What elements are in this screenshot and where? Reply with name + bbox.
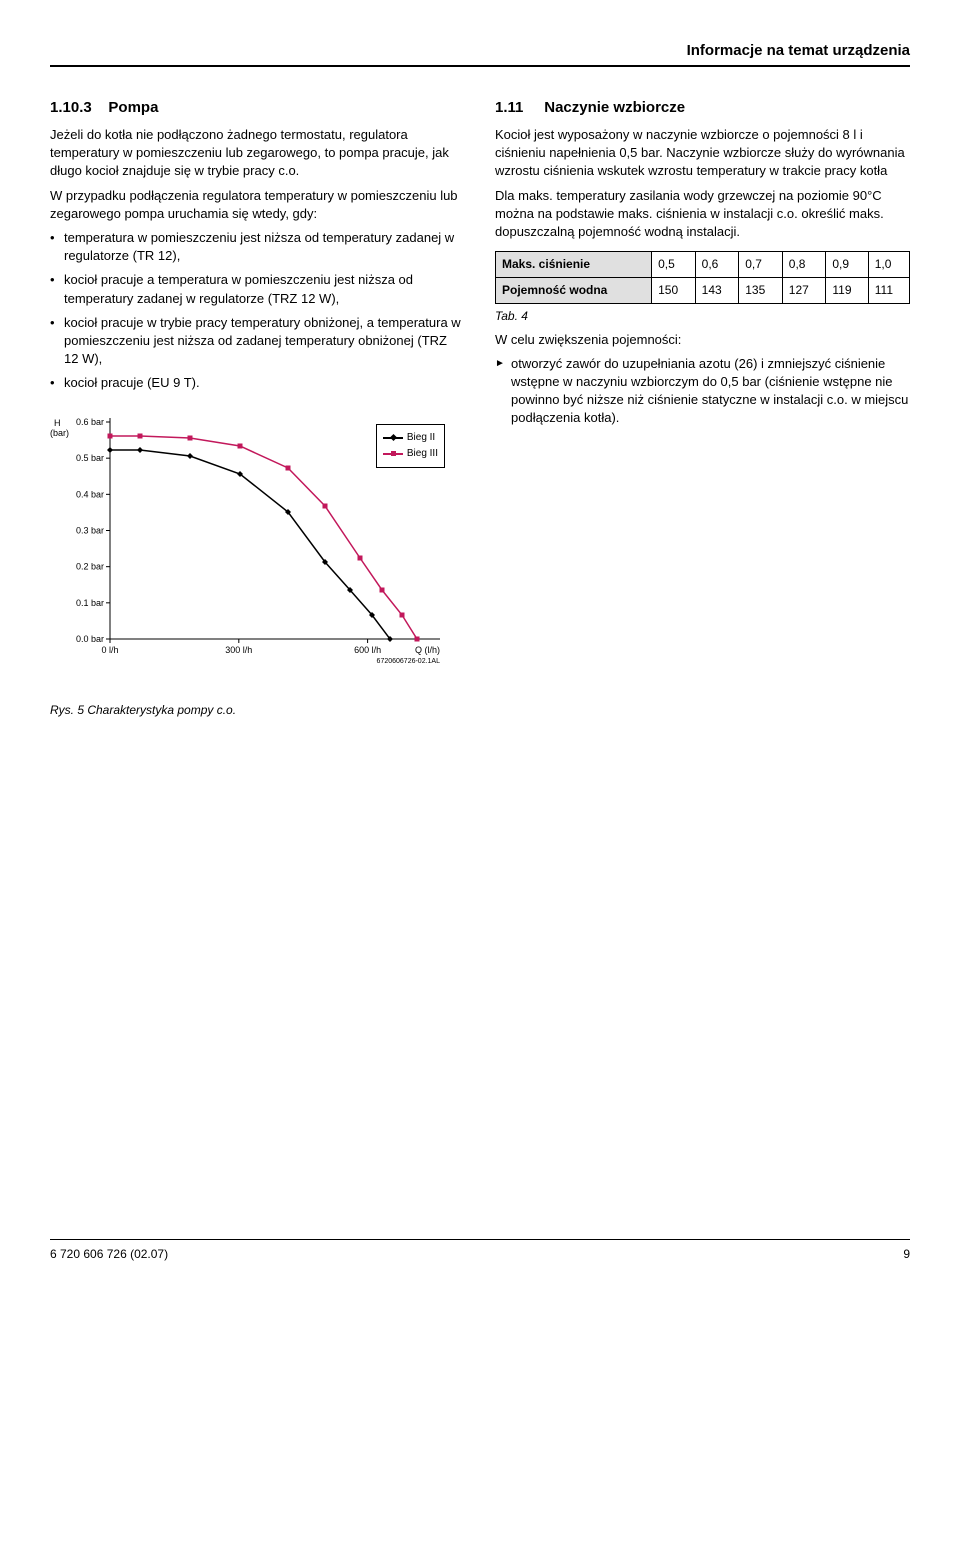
legend-label: Bieg III: [407, 447, 438, 461]
table-cell: 0,8: [782, 252, 826, 278]
running-header: Informacje na temat urządzenia: [50, 40, 910, 67]
table-row: Pojemność wodna 150 143 135 127 119 111: [496, 277, 910, 303]
svg-text:0.2 bar: 0.2 bar: [76, 562, 104, 572]
svg-text:0.3 bar: 0.3 bar: [76, 526, 104, 536]
table-cell: 0,9: [826, 252, 868, 278]
svg-text:0.0 bar: 0.0 bar: [76, 634, 104, 644]
svg-text:H: H: [54, 418, 61, 428]
table-cell: 111: [868, 277, 909, 303]
section-title: Pompa: [108, 99, 158, 116]
footer-right: 9: [903, 1246, 910, 1263]
section-title: Naczynie wzbiorcze: [544, 99, 685, 116]
table-cell: 127: [782, 277, 826, 303]
svg-text:300 l/h: 300 l/h: [225, 645, 252, 655]
bullet-item: temperatura w pomieszczeniu jest niższa …: [50, 229, 465, 265]
capacity-table: Maks. ciśnienie 0,5 0,6 0,7 0,8 0,9 1,0 …: [495, 251, 910, 304]
table-cell: 143: [695, 277, 739, 303]
pump-chart: H(bar) 0.6 bar 0.5 bar 0.4 bar 0.3 bar 0.2 ba…: [50, 412, 450, 672]
bullet-list: temperatura w pomieszczeniu jest niższa …: [50, 229, 465, 393]
section-heading-1-11: 1.11 Naczynie wzbiorcze: [495, 97, 910, 118]
column-left: 1.10.3 Pompa Jeżeli do kotła nie podłącz…: [50, 97, 465, 719]
legend-label: Bieg II: [407, 431, 435, 445]
table-header-cell: Maks. ciśnienie: [496, 252, 652, 278]
section-heading-1-10-3: 1.10.3 Pompa: [50, 97, 465, 118]
triangle-item: otworzyć zawór do uzupełniania azotu (26…: [495, 355, 910, 428]
paragraph: W przypadku podłączenia regulatora tempe…: [50, 187, 465, 223]
svg-text:Q (l/h): Q (l/h): [415, 645, 440, 655]
table-cell: 119: [826, 277, 868, 303]
table-row: Maks. ciśnienie 0,5 0,6 0,7 0,8 0,9 1,0: [496, 252, 910, 278]
svg-text:600 l/h: 600 l/h: [354, 645, 381, 655]
column-right: 1.11 Naczynie wzbiorcze Kocioł jest wypo…: [495, 97, 910, 719]
paragraph: Jeżeli do kotła nie podłączono żadnego t…: [50, 126, 465, 181]
footer-left: 6 720 606 726 (02.07): [50, 1246, 168, 1263]
two-column-layout: 1.10.3 Pompa Jeżeli do kotła nie podłącz…: [50, 97, 910, 719]
bullet-item: kocioł pracuje (EU 9 T).: [50, 374, 465, 392]
table-cell: 0,5: [652, 252, 696, 278]
table-cell: 135: [739, 277, 783, 303]
paragraph: Kocioł jest wyposażony w naczynie wzbior…: [495, 126, 910, 181]
paragraph: W celu zwiększenia pojemności:: [495, 331, 910, 349]
svg-text:0.4 bar: 0.4 bar: [76, 490, 104, 500]
svg-text:0.1 bar: 0.1 bar: [76, 598, 104, 608]
legend-item: Bieg II: [383, 431, 438, 445]
chart-legend: Bieg II Bieg III: [376, 424, 445, 468]
paragraph: Dla maks. temperatury zasilania wody grz…: [495, 187, 910, 242]
page-footer: 6 720 606 726 (02.07) 9: [50, 1239, 910, 1263]
table-header-cell: Pojemność wodna: [496, 277, 652, 303]
section-number: 1.10.3: [50, 99, 92, 116]
svg-text:0.5 bar: 0.5 bar: [76, 454, 104, 464]
svg-text:0 l/h: 0 l/h: [101, 645, 118, 655]
figure-caption: Rys. 5 Charakterystyka pompy c.o.: [50, 702, 465, 719]
table-caption: Tab. 4: [495, 308, 910, 325]
bullet-item: kocioł pracuje a temperatura w pomieszcz…: [50, 271, 465, 307]
svg-text:(bar): (bar): [50, 428, 69, 438]
table-cell: 0,7: [739, 252, 783, 278]
table-cell: 1,0: [868, 252, 909, 278]
table-cell: 150: [652, 277, 696, 303]
triangle-list: otworzyć zawór do uzupełniania azotu (26…: [495, 355, 910, 428]
svg-text:0.6 bar: 0.6 bar: [76, 417, 104, 427]
page: Informacje na temat urządzenia 1.10.3 Po…: [0, 0, 960, 1283]
table-cell: 0,6: [695, 252, 739, 278]
svg-text:6720606726-02.1AL: 6720606726-02.1AL: [377, 658, 441, 665]
section-number: 1.11: [495, 99, 523, 116]
legend-item: Bieg III: [383, 447, 438, 461]
bullet-item: kocioł pracuje w trybie pracy temperatur…: [50, 314, 465, 369]
